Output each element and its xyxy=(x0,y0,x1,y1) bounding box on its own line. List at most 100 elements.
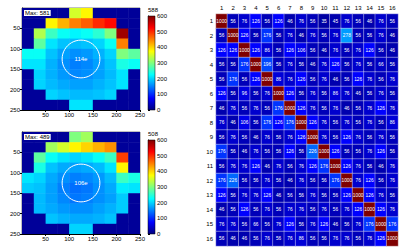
svg-text:46: 46 xyxy=(356,91,362,96)
svg-text:9: 9 xyxy=(210,134,214,140)
svg-text:0: 0 xyxy=(157,231,161,237)
svg-text:46: 46 xyxy=(310,62,316,67)
svg-text:76: 76 xyxy=(265,91,271,96)
svg-text:76: 76 xyxy=(230,164,236,169)
svg-text:14: 14 xyxy=(366,5,373,11)
svg-text:76: 76 xyxy=(310,193,316,198)
svg-text:56: 56 xyxy=(253,178,259,183)
svg-text:126: 126 xyxy=(275,120,283,125)
svg-text:13: 13 xyxy=(355,5,362,11)
svg-text:76: 76 xyxy=(230,106,236,111)
svg-text:56: 56 xyxy=(276,207,282,212)
svg-text:56: 56 xyxy=(344,62,350,67)
svg-text:2: 2 xyxy=(231,5,235,11)
svg-text:50: 50 xyxy=(13,149,20,155)
svg-text:76: 76 xyxy=(265,236,271,241)
svg-text:56: 56 xyxy=(230,193,236,198)
svg-text:56: 56 xyxy=(321,91,327,96)
svg-text:56: 56 xyxy=(356,149,362,154)
svg-text:176: 176 xyxy=(286,120,294,125)
svg-text:12: 12 xyxy=(206,178,213,184)
svg-text:46: 46 xyxy=(287,19,293,24)
svg-text:56: 56 xyxy=(219,164,225,169)
svg-text:126: 126 xyxy=(275,19,283,24)
svg-text:15: 15 xyxy=(206,221,213,227)
svg-text:86: 86 xyxy=(299,236,305,241)
svg-text:46: 46 xyxy=(253,135,259,140)
svg-text:56: 56 xyxy=(219,62,225,67)
svg-text:76: 76 xyxy=(344,91,350,96)
svg-text:126: 126 xyxy=(297,135,305,140)
svg-text:76: 76 xyxy=(276,222,282,227)
svg-text:126: 126 xyxy=(377,207,385,212)
svg-text:56: 56 xyxy=(230,19,236,24)
svg-text:50: 50 xyxy=(42,236,49,242)
svg-text:56: 56 xyxy=(310,19,316,24)
svg-text:76: 76 xyxy=(276,164,282,169)
svg-text:56: 56 xyxy=(276,62,282,67)
svg-text:5: 5 xyxy=(210,76,214,82)
svg-text:76: 76 xyxy=(310,33,316,38)
svg-text:Max: 489: Max: 489 xyxy=(25,134,50,140)
svg-text:56: 56 xyxy=(276,48,282,53)
svg-text:8: 8 xyxy=(300,5,304,11)
svg-text:126: 126 xyxy=(240,207,248,212)
svg-text:66: 66 xyxy=(378,62,384,67)
svg-text:56: 56 xyxy=(276,135,282,140)
svg-text:76: 76 xyxy=(265,207,271,212)
svg-text:46: 46 xyxy=(219,106,225,111)
svg-text:56: 56 xyxy=(242,178,248,183)
svg-text:126: 126 xyxy=(286,91,294,96)
svg-text:250: 250 xyxy=(135,236,146,242)
svg-text:76: 76 xyxy=(378,91,384,96)
svg-text:10: 10 xyxy=(206,149,213,155)
svg-text:4: 4 xyxy=(254,5,258,11)
svg-text:76: 76 xyxy=(333,106,339,111)
svg-text:76: 76 xyxy=(356,222,362,227)
svg-text:76: 76 xyxy=(230,135,236,140)
svg-text:500: 500 xyxy=(157,29,168,35)
svg-text:56: 56 xyxy=(344,222,350,227)
svg-text:46: 46 xyxy=(378,164,384,169)
svg-text:56: 56 xyxy=(276,33,282,38)
svg-text:16: 16 xyxy=(206,236,213,242)
svg-text:176: 176 xyxy=(218,178,226,183)
svg-text:76: 76 xyxy=(333,236,339,241)
svg-text:56: 56 xyxy=(390,149,396,154)
svg-text:46: 46 xyxy=(390,33,396,38)
svg-text:76: 76 xyxy=(378,19,384,24)
svg-text:56: 56 xyxy=(310,178,316,183)
svg-text:56: 56 xyxy=(310,236,316,241)
svg-text:9: 9 xyxy=(311,5,315,11)
svg-text:76: 76 xyxy=(265,178,271,183)
svg-text:50: 50 xyxy=(13,25,20,31)
svg-text:56: 56 xyxy=(287,164,293,169)
svg-text:76: 76 xyxy=(321,207,327,212)
svg-text:100: 100 xyxy=(157,91,168,97)
svg-text:56: 56 xyxy=(253,120,259,125)
svg-text:76: 76 xyxy=(321,62,327,67)
svg-text:176: 176 xyxy=(229,77,237,82)
svg-text:76: 76 xyxy=(321,135,327,140)
svg-text:76: 76 xyxy=(344,207,350,212)
svg-text:200: 200 xyxy=(111,112,122,118)
svg-text:76: 76 xyxy=(287,207,293,212)
svg-text:56: 56 xyxy=(378,77,384,82)
svg-text:114e: 114e xyxy=(75,56,89,62)
svg-text:46: 46 xyxy=(219,207,225,212)
svg-text:46: 46 xyxy=(333,222,339,227)
svg-text:106e: 106e xyxy=(74,180,88,186)
svg-text:56: 56 xyxy=(390,19,396,24)
svg-text:12: 12 xyxy=(343,5,350,11)
svg-text:1000: 1000 xyxy=(364,207,375,212)
svg-text:1000: 1000 xyxy=(228,33,239,38)
svg-text:126: 126 xyxy=(377,149,385,154)
svg-text:56: 56 xyxy=(356,120,362,125)
svg-text:126: 126 xyxy=(240,33,248,38)
svg-text:176: 176 xyxy=(263,120,271,125)
svg-text:56: 56 xyxy=(356,106,362,111)
svg-text:200: 200 xyxy=(111,236,122,242)
svg-text:150: 150 xyxy=(10,66,21,72)
svg-text:76: 76 xyxy=(219,120,225,125)
svg-text:35: 35 xyxy=(321,19,327,24)
